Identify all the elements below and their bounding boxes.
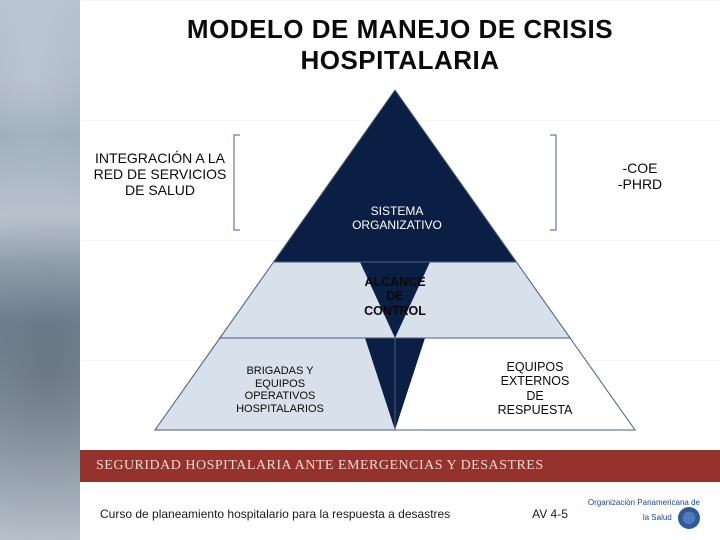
- label-brigadas-l2: EQUIPOS: [200, 378, 360, 391]
- label-coe-l2: -PHRD: [580, 176, 700, 192]
- label-brigadas-l3: OPERATIVOS: [200, 390, 360, 403]
- pyramid-diagram: INTEGRACIÓN A LA RED DE SERVICIOS DE SAL…: [90, 90, 690, 440]
- label-integration: INTEGRACIÓN A LA RED DE SERVICIOS DE SAL…: [90, 150, 230, 198]
- footer: Curso de planeamiento hospitalario para …: [100, 494, 700, 534]
- label-alcance: ALCANCE DE CONTROL: [340, 275, 450, 318]
- red-banner: SEGURIDAD HOSPITALARIA ANTE EMERGENCIAS …: [80, 450, 720, 482]
- label-equipos-l1: EQUIPOS: [460, 360, 610, 374]
- label-coe: -COE -PHRD: [580, 160, 700, 192]
- bracket-left: [234, 135, 240, 230]
- label-sistema: SISTEMA ORGANIZATIVO: [342, 205, 452, 233]
- label-equipos: EQUIPOS EXTERNOS DE RESPUESTA: [460, 360, 610, 418]
- label-alcance-l1: ALCANCE: [340, 275, 450, 289]
- title-line-2: HOSPITALARIA: [90, 45, 710, 76]
- label-integration-text: INTEGRACIÓN A LA RED DE SERVICIOS DE SAL…: [94, 150, 227, 198]
- slide-title: MODELO DE MANEJO DE CRISIS HOSPITALARIA: [90, 14, 710, 76]
- paho-logo-icon: [678, 507, 700, 529]
- label-equipos-l3: DE: [460, 389, 610, 403]
- label-alcance-l2: DE: [340, 289, 450, 303]
- footer-logo: Organización Panamericana de la Salud: [580, 499, 700, 529]
- banner-text: SEGURIDAD HOSPITALARIA ANTE EMERGENCIAS …: [96, 458, 544, 474]
- label-sistema-l1: SISTEMA: [342, 205, 452, 219]
- title-line-1: MODELO DE MANEJO DE CRISIS: [90, 14, 710, 45]
- label-brigadas-l4: HOSPITALARIOS: [200, 403, 360, 416]
- label-equipos-l4: RESPUESTA: [460, 403, 610, 417]
- footer-course: Curso de planeamiento hospitalario para …: [100, 507, 520, 521]
- label-sistema-l2: ORGANIZATIVO: [342, 219, 452, 233]
- footer-code: AV 4-5: [520, 507, 580, 521]
- label-brigadas-l1: BRIGADAS Y: [200, 365, 360, 378]
- slide: MODELO DE MANEJO DE CRISIS HOSPITALARIA: [0, 0, 720, 540]
- bracket-right: [550, 135, 556, 230]
- left-photo-strip: [0, 0, 80, 540]
- label-equipos-l2: EXTERNOS: [460, 374, 610, 388]
- label-coe-l1: -COE: [580, 160, 700, 176]
- label-brigadas: BRIGADAS Y EQUIPOS OPERATIVOS HOSPITALAR…: [200, 365, 360, 416]
- tri-top: [273, 90, 517, 262]
- label-alcance-l3: CONTROL: [340, 304, 450, 318]
